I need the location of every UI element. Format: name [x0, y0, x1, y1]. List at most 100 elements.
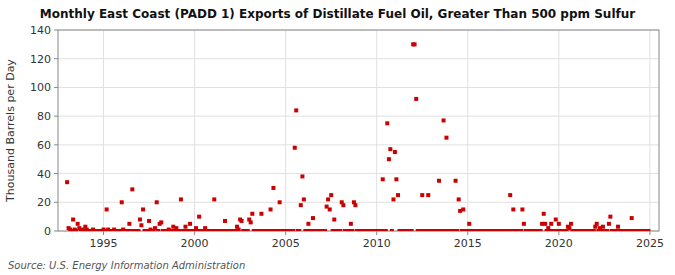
point: [413, 42, 417, 46]
y-tick: [54, 30, 58, 31]
x-tick: [194, 231, 195, 235]
point: [592, 229, 596, 231]
point: [183, 225, 187, 229]
point: [549, 222, 553, 226]
point: [442, 118, 446, 122]
x-grid-line: [285, 30, 286, 231]
point: [511, 207, 515, 211]
axes: 1995200020052010201520202025020406080100…: [30, 24, 664, 250]
point: [291, 229, 295, 231]
point: [387, 157, 391, 161]
point: [444, 136, 448, 140]
point: [212, 197, 216, 201]
y-tick-label: 20: [37, 196, 51, 209]
point: [300, 174, 304, 178]
point: [410, 229, 414, 231]
x-tick-label: 2010: [363, 237, 391, 250]
point: [455, 229, 459, 231]
point: [341, 203, 345, 207]
point: [630, 216, 634, 220]
point: [457, 197, 461, 201]
y-grid-line: [58, 116, 659, 117]
y-tick: [54, 202, 58, 203]
point: [249, 220, 253, 224]
x-tick-label: 2000: [181, 237, 209, 250]
point: [616, 225, 620, 229]
point: [302, 197, 306, 201]
point: [250, 212, 254, 216]
x-tick-label: 2025: [636, 237, 664, 250]
point: [259, 212, 263, 216]
plot-frame: [58, 30, 659, 231]
point: [299, 203, 303, 207]
y-tick-label: 40: [37, 168, 51, 181]
x-grid-line: [649, 30, 650, 231]
point: [542, 212, 546, 216]
point: [349, 222, 353, 226]
point: [105, 207, 109, 211]
x-grid-line: [558, 30, 559, 231]
point: [179, 197, 183, 201]
y-tick: [54, 144, 58, 145]
point: [136, 229, 140, 231]
point: [557, 222, 561, 226]
point: [350, 229, 354, 231]
point: [605, 229, 609, 231]
point: [323, 229, 327, 231]
x-grid-line: [194, 30, 195, 231]
point: [332, 218, 336, 222]
point: [138, 218, 142, 222]
point: [467, 222, 471, 226]
point: [127, 222, 131, 226]
point: [294, 108, 298, 112]
point: [394, 177, 398, 181]
point: [223, 219, 227, 223]
point: [293, 146, 297, 150]
y-tick-label: 80: [37, 110, 51, 123]
point: [646, 229, 650, 231]
point: [188, 222, 192, 226]
point: [414, 97, 418, 101]
point: [76, 222, 80, 226]
point: [147, 219, 151, 223]
y-grid-line: [58, 144, 659, 145]
x-tick: [376, 231, 377, 235]
x-tick: [467, 231, 468, 235]
point: [353, 203, 357, 207]
point: [326, 197, 330, 201]
y-grid-line: [58, 58, 659, 59]
x-grid-line: [376, 30, 377, 231]
points: [65, 42, 650, 231]
point: [278, 200, 282, 204]
y-tick: [54, 231, 58, 232]
point: [328, 207, 332, 211]
point: [237, 228, 241, 231]
y-tick-label: 120: [30, 53, 51, 66]
y-axis-label: Thousand Barrels per Day: [4, 59, 17, 203]
point: [393, 150, 397, 154]
x-grid-line: [103, 30, 104, 231]
point: [437, 179, 441, 183]
point: [197, 215, 201, 219]
point: [381, 177, 385, 181]
source-note: Source: U.S. Energy Information Administ…: [8, 260, 245, 271]
y-tick-label: 100: [30, 81, 51, 94]
y-grid-line: [58, 87, 659, 88]
x-tick: [103, 231, 104, 235]
x-tick-label: 2015: [454, 237, 482, 250]
point: [385, 121, 389, 125]
y-grid-line: [58, 173, 659, 174]
point: [269, 207, 273, 211]
point: [543, 222, 547, 226]
point: [520, 207, 524, 211]
point: [297, 229, 301, 231]
point: [120, 200, 124, 204]
point: [306, 222, 310, 226]
point: [311, 216, 315, 220]
x-tick-label: 2005: [272, 237, 300, 250]
point: [522, 222, 526, 226]
x-tick-label: 1995: [90, 237, 118, 250]
x-tick-label: 2020: [545, 237, 573, 250]
y-tick: [54, 87, 58, 88]
point: [159, 220, 163, 224]
